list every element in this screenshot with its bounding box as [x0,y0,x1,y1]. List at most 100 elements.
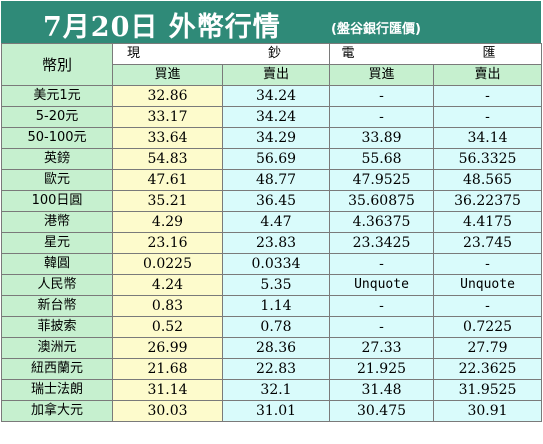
table-row: 50-100元 33.64 34.29 33.89 34.14 [1,127,543,149]
tt-sell-cell: - [433,295,543,317]
table-row: 美元1元 32.86 34.24- - [1,85,543,107]
tt-sell-cell: 56.3325 [433,148,543,170]
currency-name-cell: 英鎊 [1,148,113,170]
cash-sell-header: 賣出 [221,64,331,86]
tt-sell-cell: 48.565 [433,169,543,191]
cash-buy-cell: 0.83 [112,295,223,317]
cash-buy-cell: 54.83 [112,148,223,170]
table-row: 紐西蘭元 21.68 22.83 21.925 22.3625 [1,358,543,380]
tt-buy-cell: - [329,106,435,128]
cash-sell-cell: 23.83 [221,232,331,254]
cash-header: 現 鈔 [111,43,331,65]
cash-buy-cell: 47.61 [112,169,223,191]
table-row: 歐元 47.61 48.77 47.9525 48.565 [1,169,543,191]
table-row: 英鎊 54.83 56.69 55.68 56.3325 [1,148,543,170]
cash-sell-cell: 36.45 [221,190,331,212]
cash-buy-cell: 32.86 [112,85,223,107]
table-row: 星元 23.16 23.83 23.3425 23.745 [1,232,543,254]
cash-buy-cell: 35.21 [112,190,223,212]
cash-sell-cell: 34.24 [221,85,331,107]
tt-buy-cell: 4.36375 [329,211,435,233]
header-row-groups: 幣別 現 鈔 電 匯 [1,43,543,86]
tt-sell-cell: 23.745 [433,232,543,254]
tt-sell-cell: 34.14 [433,127,543,149]
table-row: 港幣 4.29 4.47 4.36375 4.4175 [1,211,543,233]
cash-sell-cell: 1.14 [221,295,331,317]
cash-sell-cell: 28.36 [221,337,331,359]
table-row: 新台幣 0.83 1.14- - [1,295,543,317]
tt-buy-cell: 33.89 [329,127,435,149]
tt-buy-cell: Unquote [329,274,435,296]
cash-sell-cell: 48.77 [221,169,331,191]
table-row: 瑞士法朗 31.14 32.1 31.48 31.9525 [1,379,543,401]
currency-name-cell: 新台幣 [1,295,113,317]
cash-buy-cell: 31.14 [112,379,223,401]
tt-sell-cell: 27.79 [433,337,543,359]
cash-sell-cell: 0.0334 [221,253,331,275]
currency-name-cell: 50-100元 [1,127,113,149]
cash-sell-cell: 31.01 [221,400,331,422]
cash-sell-cell: 5.35 [221,274,331,296]
table-row: 韓圓 0.0225 0.0334- - [1,253,543,275]
currency-name-cell: 紐西蘭元 [1,358,113,380]
currency-name-cell: 加拿大元 [1,400,113,422]
header-row-sub: 買進 賣出 買進 賣出 [2,64,543,86]
cash-buy-cell: 30.03 [112,400,223,422]
currency-name-cell: 菲披索 [1,316,113,338]
tt-buy-cell: 31.48 [329,379,435,401]
table-row: 加拿大元 30.03 31.01 30.475 30.91 [1,400,543,422]
cash-sell-cell: 22.83 [221,358,331,380]
cash-buy-cell: 21.68 [112,358,223,380]
tt-sell-cell: 30.91 [433,400,543,422]
table-row: 100日圓 35.21 36.45 35.60875 36.22375 [1,190,543,212]
cash-buy-cell: 33.64 [112,127,223,149]
table-row: 5-20元 33.17 34.24- - [1,106,543,128]
cash-buy-cell: 26.99 [112,337,223,359]
table-row: 菲披索 0.52 0.78-0.7225 [1,316,543,338]
cash-buy-cell: 0.52 [112,316,223,338]
cash-sell-cell: 56.69 [221,148,331,170]
currency-header: 幣別 [1,43,113,86]
tt-sell-cell: 36.22375 [433,190,543,212]
tt-sell-cell: 22.3625 [433,358,543,380]
title-bar: 7月20日 外幣行情 (盤谷銀行匯價) [1,1,541,43]
tt-buy-cell: 55.68 [329,148,435,170]
cash-buy-cell: 33.17 [112,106,223,128]
tt-buy-cell: - [329,295,435,317]
cash-sell-cell: 34.29 [221,127,331,149]
tt-buy-cell: - [329,316,435,338]
source-note: (盤谷銀行匯價) [331,22,421,37]
cash-buy-cell: 4.24 [112,274,223,296]
tt-sell-cell: - [433,106,543,128]
cash-sell-cell: 32.1 [221,379,331,401]
tt-buy-cell: 27.33 [329,337,435,359]
tt-sell-cell: Unquote [433,274,543,296]
tt-sell-cell: 31.9525 [433,379,543,401]
tt-buy-cell: 21.925 [329,358,435,380]
tt-buy-cell: 23.3425 [329,232,435,254]
cash-buy-header: 買進 [112,64,223,86]
tt-buy-cell: 35.60875 [329,190,435,212]
rate-rows: 美元1元 32.86 34.24- -5-20元 33.17 34.24- -50-100元… [1,85,543,422]
cash-sell-cell: 34.24 [221,106,331,128]
cash-sell-cell: 0.78 [221,316,331,338]
cash-buy-cell: 0.0225 [112,253,223,275]
tt-sell-header: 賣出 [433,64,543,86]
tt-sell-cell: - [433,85,543,107]
currency-name-cell: 人民幣 [1,274,113,296]
currency-name-cell: 港幣 [1,211,113,233]
tt-buy-cell: - [329,253,435,275]
currency-name-cell: 澳洲元 [1,337,113,359]
tt-buy-cell: 30.475 [329,400,435,422]
tt-buy-header: 買進 [329,64,435,86]
currency-name-cell: 100日圓 [1,190,113,212]
currency-name-cell: 瑞士法朗 [1,379,113,401]
tt-buy-cell: 47.9525 [329,169,435,191]
currency-name-cell: 美元1元 [1,85,113,107]
tt-sell-cell: 0.7225 [433,316,543,338]
currency-name-cell: 歐元 [1,169,113,191]
cash-buy-cell: 4.29 [112,211,223,233]
tt-sell-cell: - [433,253,543,275]
tt-buy-cell: - [329,85,435,107]
